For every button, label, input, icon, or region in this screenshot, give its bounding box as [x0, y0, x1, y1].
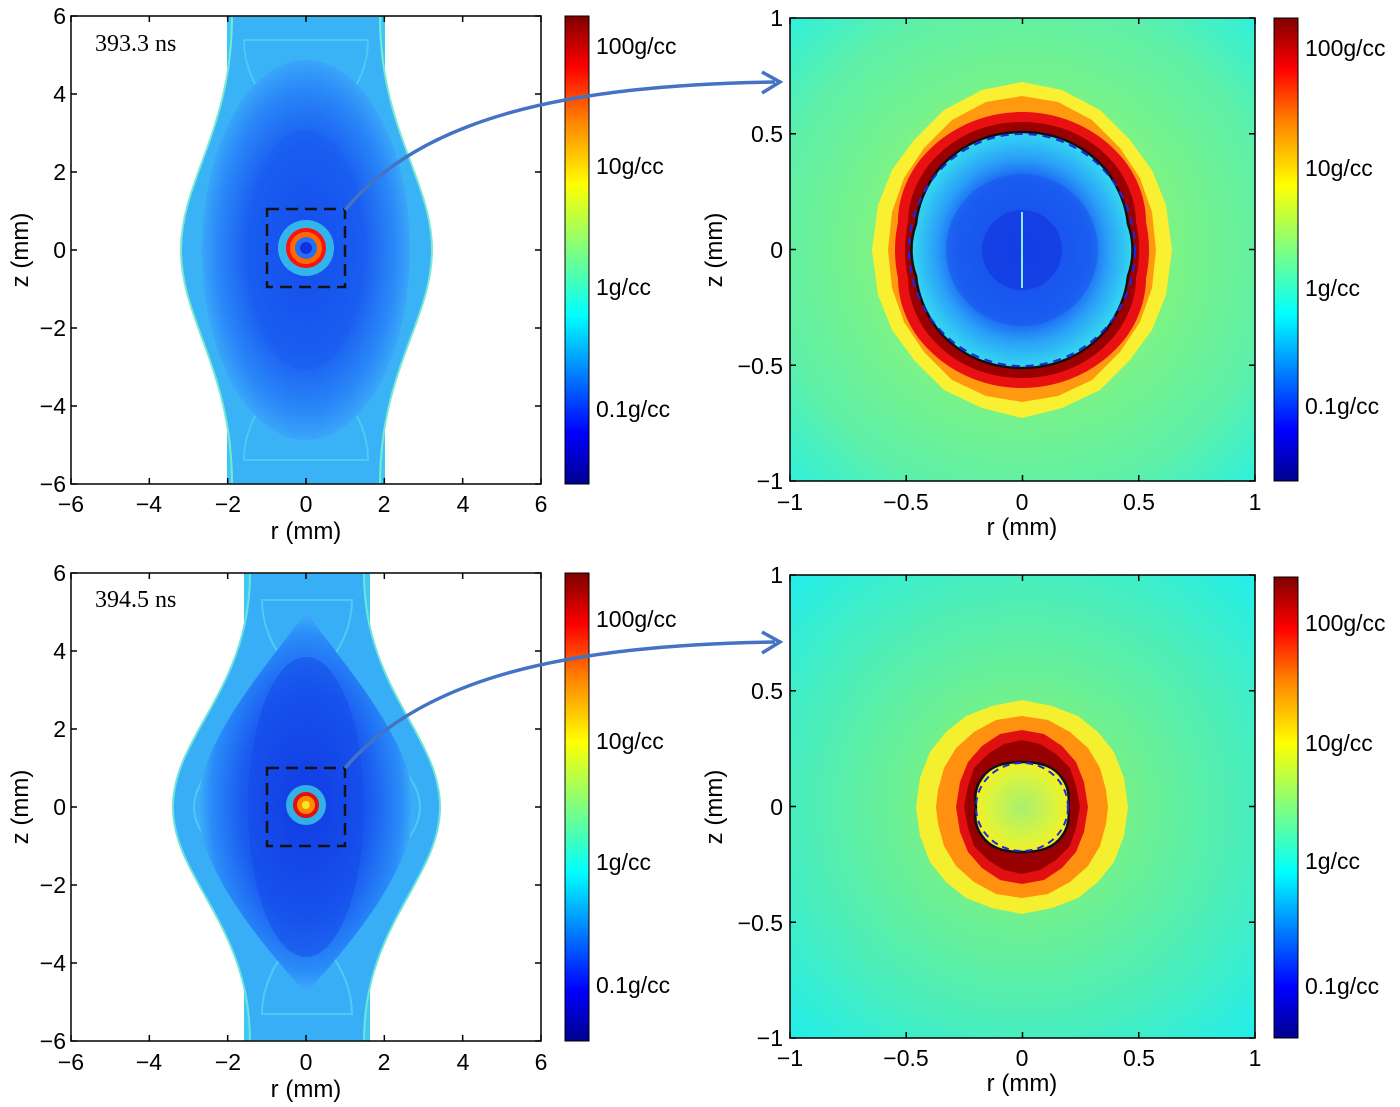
colorbar-label: 1g/cc — [596, 849, 651, 875]
x-tick: 6 — [535, 1049, 548, 1075]
y-tick: 6 — [53, 3, 66, 29]
y-tick: 4 — [53, 81, 66, 107]
x-tick: −4 — [136, 491, 162, 517]
colorbar — [1273, 576, 1299, 1039]
fuel-region — [974, 760, 1070, 854]
colorbar-label: 10g/cc — [596, 153, 664, 179]
x-tick: 2 — [378, 1049, 391, 1075]
x-tick: 0.5 — [1123, 489, 1155, 515]
tick-marks — [70, 15, 1256, 1042]
colorbar-label: 100g/cc — [596, 33, 677, 59]
x-axis-label: r (mm) — [987, 1070, 1058, 1097]
x-tick: −1 — [777, 489, 803, 515]
time-annotation: 393.3 ns — [95, 31, 176, 57]
colorbar-label: 1g/cc — [1305, 848, 1360, 874]
x-tick: 1 — [1249, 489, 1262, 515]
hot-ring-core — [302, 801, 310, 809]
x-axis-label: r (mm) — [987, 514, 1058, 541]
hot-ring-center — [300, 242, 312, 254]
y-tick: 0 — [53, 794, 66, 820]
x-tick: −2 — [215, 491, 241, 517]
colorbar-label: 10g/cc — [1305, 155, 1373, 181]
y-tick: 0 — [770, 237, 783, 263]
fuel-boundary-dashed — [908, 133, 1136, 367]
y-tick: −6 — [40, 471, 66, 497]
y-tick: −1 — [757, 468, 783, 494]
colorbar-label: 0.1g/cc — [596, 396, 670, 422]
x-tick: −4 — [136, 1049, 162, 1075]
y-tick: 2 — [53, 159, 66, 185]
x-tick: −0.5 — [883, 1045, 928, 1071]
connector-arrow-top — [343, 80, 776, 212]
colorbar-label: 1g/cc — [596, 274, 651, 300]
y-tick: 0 — [53, 237, 66, 263]
arrowhead-bottom — [761, 630, 784, 655]
colorbar-label: 10g/cc — [596, 728, 664, 754]
zoom-box — [265, 207, 347, 289]
y-tick: 6 — [53, 560, 66, 586]
y-tick: −0.5 — [738, 910, 783, 936]
zoom-box — [265, 766, 347, 848]
colorbar-label: 0.1g/cc — [1305, 973, 1379, 999]
panel-bottom-left: 394.5 ns −6 −4 −2 0 2 4 6 6 4 2 0 −2 −4 … — [7, 560, 677, 1103]
y-tick: 2 — [53, 716, 66, 742]
x-tick: −6 — [58, 491, 84, 517]
colorbar-label: 100g/cc — [1305, 35, 1386, 61]
x-axis-label: r (mm) — [271, 518, 342, 545]
x-tick: 2 — [378, 491, 391, 517]
x-tick: −0.5 — [883, 489, 928, 515]
panel-top-left: 393.3 ns −6 −4 −2 0 2 4 6 6 4 2 0 −2 −4 … — [7, 3, 677, 545]
panel-top-right: −1 −0.5 0 0.5 1 1 0.5 0 −0.5 −1 r (mm) z… — [701, 5, 1386, 541]
x-tick: 6 — [535, 491, 548, 517]
y-axis-label: z (mm) — [701, 213, 728, 288]
y-tick: −4 — [40, 950, 66, 976]
fuel-boundary-dashed — [975, 762, 1069, 852]
x-tick: 0 — [1016, 489, 1029, 515]
colorbar-label: 0.1g/cc — [1305, 393, 1379, 419]
x-tick: −1 — [777, 1045, 803, 1071]
y-tick: −2 — [40, 872, 66, 898]
x-axis-label: r (mm) — [271, 1076, 342, 1103]
x-tick: 4 — [457, 491, 470, 517]
y-tick: 0.5 — [751, 678, 783, 704]
x-tick: 0.5 — [1123, 1045, 1155, 1071]
panel-bottom-right: −1 −0.5 0 0.5 1 1 0.5 0 −0.5 −1 r (mm) z… — [701, 562, 1386, 1097]
colorbar — [564, 15, 590, 485]
y-tick: 0 — [770, 794, 783, 820]
x-tick: 0 — [1016, 1045, 1029, 1071]
arrowhead-top — [761, 70, 784, 95]
y-tick: −1 — [757, 1025, 783, 1051]
colorbar-label: 0.1g/cc — [596, 972, 670, 998]
y-tick: 1 — [770, 562, 783, 588]
connector-arrow-bottom — [343, 640, 776, 770]
y-tick: −0.5 — [738, 353, 783, 379]
x-tick: −6 — [58, 1049, 84, 1075]
y-tick: 4 — [53, 638, 66, 664]
y-tick: 1 — [770, 5, 783, 31]
x-tick: 1 — [1249, 1045, 1262, 1071]
colorbar-label: 100g/cc — [1305, 610, 1386, 636]
colorbar — [564, 572, 590, 1042]
colorbar — [1273, 17, 1299, 482]
x-tick: 4 — [457, 1049, 470, 1075]
colorbar-label: 10g/cc — [1305, 730, 1373, 756]
x-tick: 0 — [300, 1049, 313, 1075]
zoom-connector-top — [343, 70, 784, 212]
y-axis-label: z (mm) — [701, 770, 728, 845]
y-axis-label: z (mm) — [7, 770, 34, 845]
x-tick: 0 — [300, 491, 313, 517]
y-tick: −6 — [40, 1028, 66, 1054]
y-axis-label: z (mm) — [7, 213, 34, 288]
y-tick: −2 — [40, 315, 66, 341]
colorbar-label: 1g/cc — [1305, 275, 1360, 301]
y-tick: 0.5 — [751, 121, 783, 147]
time-annotation: 394.5 ns — [95, 587, 176, 613]
colorbar-label: 100g/cc — [596, 606, 677, 632]
x-tick: −2 — [215, 1049, 241, 1075]
zoom-connector-bottom — [343, 630, 784, 770]
y-tick: −4 — [40, 393, 66, 419]
